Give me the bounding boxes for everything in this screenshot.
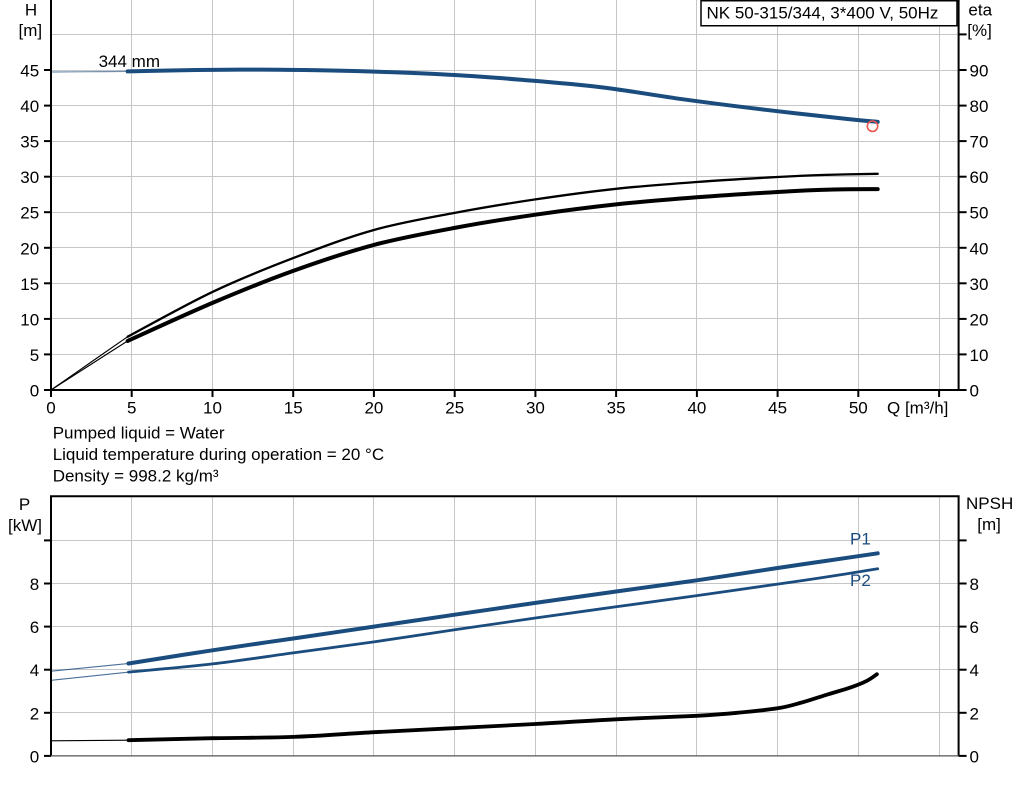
svg-text:15: 15 bbox=[284, 398, 303, 417]
svg-text:Q [m³/h]: Q [m³/h] bbox=[887, 398, 948, 417]
svg-text:0: 0 bbox=[30, 747, 39, 766]
svg-text:Liquid temperature during oper: Liquid temperature during operation = 20… bbox=[53, 445, 384, 464]
svg-text:10: 10 bbox=[970, 346, 989, 365]
svg-text:15: 15 bbox=[20, 275, 39, 294]
svg-text:25: 25 bbox=[20, 204, 39, 223]
svg-text:20: 20 bbox=[970, 310, 989, 329]
svg-text:10: 10 bbox=[20, 310, 39, 329]
svg-text:eta: eta bbox=[968, 1, 992, 20]
svg-text:8: 8 bbox=[30, 575, 39, 594]
svg-text:30: 30 bbox=[526, 398, 545, 417]
svg-text:0: 0 bbox=[970, 747, 979, 766]
svg-text:2: 2 bbox=[30, 704, 39, 723]
svg-text:6: 6 bbox=[970, 618, 979, 637]
svg-text:40: 40 bbox=[20, 97, 39, 116]
svg-text:Density = 998.2 kg/m³: Density = 998.2 kg/m³ bbox=[53, 466, 219, 485]
svg-text:5: 5 bbox=[127, 398, 136, 417]
svg-text:4: 4 bbox=[970, 661, 979, 680]
svg-text:50: 50 bbox=[849, 398, 868, 417]
svg-text:35: 35 bbox=[20, 133, 39, 152]
svg-text:45: 45 bbox=[20, 62, 39, 81]
svg-text:0: 0 bbox=[970, 382, 979, 401]
svg-text:[%]: [%] bbox=[967, 21, 992, 40]
svg-text:NPSH: NPSH bbox=[966, 494, 1013, 513]
svg-text:20: 20 bbox=[20, 239, 39, 258]
svg-text:40: 40 bbox=[687, 398, 706, 417]
svg-text:70: 70 bbox=[970, 133, 989, 152]
svg-text:P2: P2 bbox=[850, 571, 871, 590]
svg-text:P1: P1 bbox=[850, 530, 871, 549]
svg-text:2: 2 bbox=[970, 704, 979, 723]
svg-text:30: 30 bbox=[970, 275, 989, 294]
svg-text:344 mm: 344 mm bbox=[99, 52, 160, 71]
svg-text:60: 60 bbox=[970, 168, 989, 187]
svg-text:35: 35 bbox=[607, 398, 626, 417]
svg-text:25: 25 bbox=[445, 398, 464, 417]
svg-text:5: 5 bbox=[30, 346, 39, 365]
svg-text:[kW]: [kW] bbox=[8, 516, 42, 535]
svg-text:[m]: [m] bbox=[18, 21, 42, 40]
svg-text:30: 30 bbox=[20, 168, 39, 187]
svg-text:4: 4 bbox=[30, 661, 39, 680]
svg-text:Pumped liquid = Water: Pumped liquid = Water bbox=[53, 423, 225, 442]
svg-text:6: 6 bbox=[30, 618, 39, 637]
svg-text:P: P bbox=[19, 495, 30, 514]
svg-text:40: 40 bbox=[970, 239, 989, 258]
svg-text:45: 45 bbox=[768, 398, 787, 417]
svg-text:50: 50 bbox=[970, 204, 989, 223]
svg-text:10: 10 bbox=[203, 398, 222, 417]
svg-text:0: 0 bbox=[46, 398, 55, 417]
svg-text:90: 90 bbox=[970, 62, 989, 81]
svg-text:20: 20 bbox=[364, 398, 383, 417]
svg-text:[m]: [m] bbox=[977, 515, 1001, 534]
svg-text:H: H bbox=[25, 1, 37, 20]
svg-text:NK 50-315/344, 3*400 V, 50Hz: NK 50-315/344, 3*400 V, 50Hz bbox=[707, 4, 939, 23]
svg-text:80: 80 bbox=[970, 97, 989, 116]
svg-text:0: 0 bbox=[30, 382, 39, 401]
svg-text:8: 8 bbox=[970, 575, 979, 594]
